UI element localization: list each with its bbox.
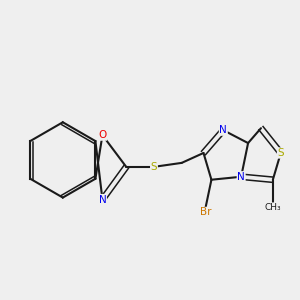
Text: O: O xyxy=(98,130,106,140)
Text: CH₃: CH₃ xyxy=(265,203,281,212)
Text: N: N xyxy=(99,194,106,205)
Text: Br: Br xyxy=(200,207,211,218)
Text: S: S xyxy=(151,162,157,172)
Text: N: N xyxy=(219,125,227,135)
Text: N: N xyxy=(237,172,245,182)
Text: S: S xyxy=(278,148,284,158)
